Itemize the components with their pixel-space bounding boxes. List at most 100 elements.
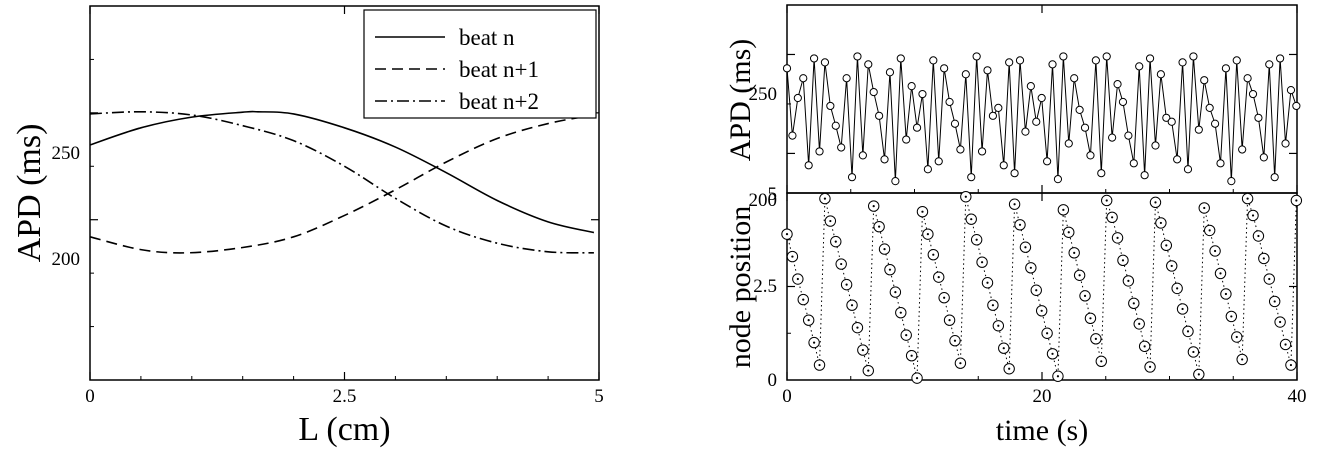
right-bottom-point-dot: [834, 240, 837, 243]
right-top-ylabel: APD (ms): [724, 39, 757, 162]
right-top-point: [831, 121, 840, 130]
right-top-point: [1118, 97, 1128, 107]
right-bottom-point-dot: [1138, 322, 1141, 325]
left-series: [89, 110, 595, 254]
right-bottom-ytick-0: 0: [768, 370, 778, 391]
right-bottom-point-dot: [1279, 320, 1282, 324]
right-top-point: [804, 161, 813, 170]
right-bottom-point-dot: [1170, 264, 1173, 268]
right-bottom-xtick-40: 40: [1288, 386, 1307, 407]
right-bottom-point-dot: [1089, 317, 1092, 320]
right-bottom-point-dot: [845, 283, 848, 286]
right-top-point: [1205, 103, 1214, 113]
right-bottom-xlabel: time (s): [996, 414, 1088, 447]
right-top-point: [967, 173, 976, 182]
right-top-point: [1276, 54, 1285, 63]
right-top-series: [782, 52, 1301, 186]
right-bottom-point-dot: [867, 369, 870, 372]
right-bottom-point-dot: [964, 195, 967, 198]
right-bottom-point-dot: [1159, 221, 1162, 225]
right-top-point: [880, 155, 889, 164]
right-top-point: [1064, 139, 1073, 148]
right-bottom-point-dot: [818, 363, 821, 367]
right-top-point: [885, 68, 895, 77]
right-top-point: [815, 147, 824, 156]
right-top-point: [907, 82, 916, 91]
left-xtick-0: 0: [85, 386, 95, 407]
right-top-point: [988, 111, 998, 120]
right-bottom-point-dot: [1181, 307, 1184, 311]
right-bottom-point-dot: [861, 348, 864, 352]
right-top-point: [891, 177, 900, 186]
right-top-ytick-250: 250: [749, 84, 778, 105]
right-top-point: [923, 165, 932, 174]
right-top-point: [1183, 165, 1193, 174]
right-bottom-point-dot: [802, 298, 805, 301]
right-bottom-point-dot: [791, 255, 794, 258]
right-top-point: [826, 101, 835, 111]
right-top-point: [1059, 52, 1068, 61]
left-series-line-1: [89, 114, 595, 254]
right-bottom-point-dot: [1197, 373, 1200, 376]
right-bottom-point-dot: [1035, 289, 1038, 292]
right-top-point: [896, 54, 905, 63]
right-top-point: [902, 135, 911, 144]
right-bottom-point-dot: [959, 362, 962, 365]
right-top-point: [847, 173, 857, 182]
right-bottom-point-dot: [1046, 332, 1049, 335]
right-bottom-point-dot: [796, 277, 799, 281]
right-top-point: [1200, 76, 1209, 85]
right-top-point: [1140, 171, 1149, 180]
right-bottom-point-dot: [888, 268, 892, 271]
legend-label-beat-n2: beat n+2: [459, 89, 539, 114]
right-bottom-point-dot: [1008, 367, 1011, 370]
right-top-ticks: [786, 4, 1298, 193]
right-bottom-point-dot: [970, 218, 973, 221]
right-top-point: [1086, 151, 1095, 160]
right-top-point: [1232, 56, 1241, 65]
right-top-point: [1135, 62, 1144, 71]
right-bottom-point-dot: [948, 319, 951, 322]
right-bottom-chart: 0 2.5 5 0 20 40 time (s) node position: [724, 184, 1307, 447]
right-top-point: [1151, 141, 1160, 150]
right-top-point: [1026, 82, 1035, 91]
right-bottom-point-dot: [1051, 352, 1054, 355]
right-bottom-point-dot: [872, 204, 875, 208]
right-top-point: [1248, 89, 1258, 99]
right-bottom-point-dot: [905, 334, 908, 337]
right-top-point: [799, 74, 808, 83]
left-xtick-1: 2.5: [333, 386, 357, 407]
right-bottom-point-dot: [1111, 216, 1114, 219]
right-bottom-point-dot: [1241, 358, 1244, 361]
right-top-point: [1021, 127, 1030, 136]
right-bottom-point-dot: [1018, 223, 1022, 226]
right-bottom-point-dot: [1176, 287, 1179, 290]
right-bottom-point-dot: [1040, 309, 1043, 312]
right-top-point: [1129, 159, 1138, 168]
right-top-point: [912, 123, 922, 132]
legend: beat n beat n+1 beat n+2: [363, 9, 597, 119]
right-bottom-point-dot: [1067, 231, 1070, 234]
right-top-point: [1037, 93, 1046, 103]
right-top-point: [1238, 145, 1247, 154]
right-top-point: [934, 157, 943, 166]
right-bottom-point-dot: [1116, 236, 1119, 239]
right-bottom-point-dot: [1268, 277, 1271, 281]
right-top-point: [961, 70, 970, 79]
right-bottom-point-dot: [1143, 345, 1146, 348]
right-bottom-point-dot: [1002, 347, 1005, 350]
right-top-point: [1216, 159, 1225, 168]
right-bottom-point-dot: [986, 281, 989, 284]
right-top-point: [1178, 58, 1187, 67]
right-bottom-point-dot: [953, 339, 957, 342]
right-top-point: [1015, 56, 1025, 65]
right-top-point: [1043, 157, 1052, 166]
right-bottom-point-dot: [926, 233, 929, 236]
left-ytick-200: 200: [52, 249, 81, 270]
right-top-point: [809, 54, 819, 63]
right-top-point: [1281, 139, 1290, 148]
right-bottom-point-dot: [812, 341, 816, 344]
right-bottom-point-dot: [850, 304, 854, 307]
right-bottom-point-dot: [1295, 199, 1298, 202]
right-bottom-point-dot: [1213, 249, 1217, 253]
